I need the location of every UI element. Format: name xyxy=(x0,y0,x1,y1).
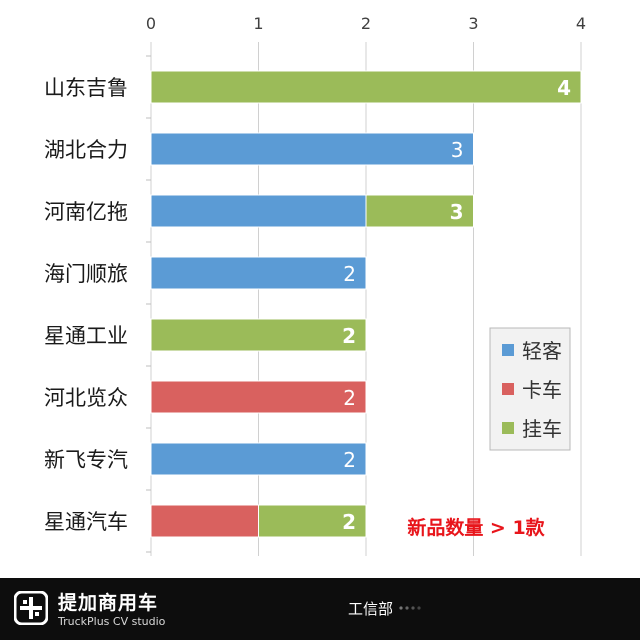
data-label: 4 xyxy=(557,76,571,100)
category-label: 河南亿拖 xyxy=(44,200,128,224)
category-label: 星通工业 xyxy=(44,324,128,348)
legend-swatch-trailer xyxy=(502,422,514,434)
category-label: 湖北合力 xyxy=(44,138,128,162)
category-label: 山东吉鲁 xyxy=(44,76,128,100)
bar-segment xyxy=(150,504,259,538)
category-label: 海门顺旅 xyxy=(44,262,128,286)
x-tick-label: 2 xyxy=(361,14,371,33)
bar-segment xyxy=(365,194,474,228)
bar-segment xyxy=(150,442,367,476)
bars xyxy=(150,70,582,538)
legend-label-trailer: 挂车 xyxy=(522,417,562,441)
legend-label-truck: 卡车 xyxy=(522,378,562,402)
bar-segment xyxy=(150,256,367,290)
watermark-dots-icon xyxy=(399,606,421,610)
footer-bar: 提加商用车 TruckPlus CV studio 工信部 xyxy=(0,578,640,640)
x-tick-label: 0 xyxy=(146,14,156,33)
data-labels: 4 3 3 2 2 2 2 2 xyxy=(342,76,571,534)
truckplus-logo-icon xyxy=(14,591,48,625)
data-label: 2 xyxy=(342,510,356,534)
annotation-note: 新品数量 > 1款 xyxy=(407,516,545,539)
data-label: 2 xyxy=(342,324,356,348)
x-tick-label: 4 xyxy=(576,14,586,33)
bar-segment xyxy=(150,194,367,228)
legend-swatch-light-bus xyxy=(502,344,514,356)
legend-swatch-truck xyxy=(502,383,514,395)
bar-segment xyxy=(150,318,367,352)
data-label: 3 xyxy=(451,138,464,162)
brand-title: 提加商用车 xyxy=(58,592,159,614)
x-tick-label: 1 xyxy=(253,14,263,33)
x-axis-ticks: 0 1 2 3 4 xyxy=(146,14,586,33)
legend: 轻客 卡车 挂车 xyxy=(489,327,571,451)
data-label: 2 xyxy=(343,262,356,286)
bar-segment xyxy=(150,380,367,414)
category-label: 新飞专汽 xyxy=(44,448,128,472)
category-label: 河北览众 xyxy=(44,386,128,410)
x-tick-label: 3 xyxy=(468,14,478,33)
bar-segment xyxy=(150,132,474,166)
data-source: 工信部 xyxy=(348,600,394,618)
brand-subtitle: TruckPlus CV studio xyxy=(58,615,166,628)
gridlines xyxy=(146,42,582,556)
legend-label-light-bus: 轻客 xyxy=(522,339,562,363)
data-label: 2 xyxy=(343,386,356,410)
category-label: 星通汽车 xyxy=(44,510,128,534)
bar-segment xyxy=(150,70,582,104)
data-label: 2 xyxy=(343,448,356,472)
bar-segment xyxy=(258,504,367,538)
data-label: 3 xyxy=(450,200,464,224)
